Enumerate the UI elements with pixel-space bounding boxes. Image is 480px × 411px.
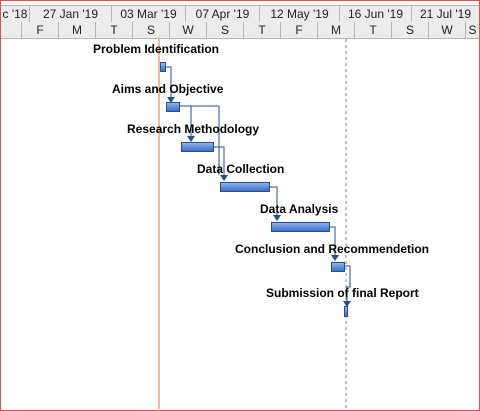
timescale-major-cell: 12 May '19 bbox=[259, 6, 339, 22]
arrowhead bbox=[167, 97, 175, 103]
timescale-minor-cell: F bbox=[21, 22, 58, 38]
timescale-major-cell: 16 Jun '19 bbox=[339, 6, 411, 22]
timescale-minor-cell: S bbox=[391, 22, 428, 38]
dependency-arrowheads bbox=[167, 97, 351, 307]
timescale-minor-cell bbox=[1, 22, 21, 38]
timescale-minor-cell: M bbox=[317, 22, 354, 38]
task-label: Aims and Objective bbox=[112, 82, 224, 96]
timescale-minor-cell: T bbox=[243, 22, 280, 38]
task-label: Conclusion and Recommendetion bbox=[235, 242, 430, 256]
task-bar[interactable] bbox=[271, 222, 330, 232]
task-bar[interactable] bbox=[166, 102, 180, 112]
arrowhead bbox=[220, 175, 228, 181]
task-bar[interactable] bbox=[344, 306, 348, 317]
arrowhead bbox=[187, 136, 195, 142]
dependency-link bbox=[330, 226, 336, 255]
gantt-chart-area: Problem Identification Aims and Objectiv… bbox=[1, 39, 479, 409]
timescale-minor-cell: S bbox=[465, 22, 479, 38]
timescale-minor-cell: T bbox=[354, 22, 391, 38]
dependency-link bbox=[214, 146, 225, 175]
task-label: Data Analysis bbox=[260, 202, 339, 216]
dependency-link bbox=[166, 66, 172, 97]
gantt-lines bbox=[158, 39, 351, 409]
dependency-link bbox=[270, 186, 278, 215]
task-label: Submission of final Report bbox=[266, 286, 419, 300]
timescale-major-cell: c '18 bbox=[2, 7, 28, 21]
timescale-minor-cell: S bbox=[206, 22, 243, 38]
timescale-minor-cell: S bbox=[132, 22, 169, 38]
timescale-major-cell: 27 Jan '19 bbox=[29, 6, 111, 22]
task-bar[interactable] bbox=[331, 262, 345, 272]
dependency-link bbox=[180, 105, 220, 175]
timescale-minor-row: F M T S W S T F M T S W S bbox=[1, 22, 479, 39]
timescale-minor-cell: W bbox=[169, 22, 206, 38]
task-bar[interactable] bbox=[181, 142, 214, 152]
timescale-major-cell: 07 Apr '19 bbox=[185, 6, 259, 22]
task-label: Problem Identification bbox=[93, 42, 220, 56]
arrowhead bbox=[273, 215, 281, 221]
arrowhead bbox=[343, 301, 351, 307]
timescale-minor-cell: M bbox=[58, 22, 95, 38]
dependency-link bbox=[345, 265, 351, 301]
task-bar[interactable] bbox=[160, 62, 166, 72]
task-label: Data Collection bbox=[197, 162, 285, 176]
dependency-links bbox=[166, 66, 351, 301]
arrowhead bbox=[331, 255, 339, 261]
task-label: Research Methodology bbox=[127, 122, 260, 136]
task-bar[interactable] bbox=[220, 182, 270, 192]
timescale-major-row: c '18 27 Jan '19 03 Mar '19 07 Apr '19 1… bbox=[1, 5, 479, 23]
timescale-minor-cell: T bbox=[95, 22, 132, 38]
timescale-major-cell: 03 Mar '19 bbox=[111, 6, 185, 22]
timescale-minor-cell: W bbox=[428, 22, 465, 38]
timescale-minor-cell: F bbox=[280, 22, 317, 38]
timescale-major-cell: 21 Jul '19 bbox=[411, 6, 479, 22]
